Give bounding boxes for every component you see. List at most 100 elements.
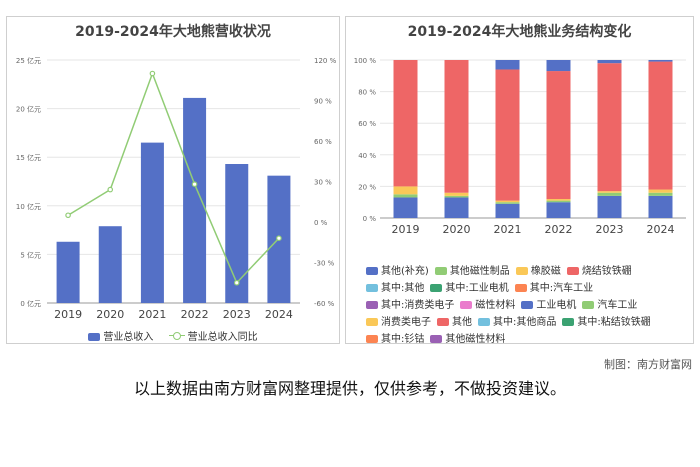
y-tick-label: 0 % — [363, 215, 377, 223]
x-tick-label: 2022 — [545, 223, 573, 236]
legend-item[interactable]: 其他磁性材料 — [430, 333, 505, 347]
stack-segment — [648, 61, 673, 190]
y-right-tick-label: 0 % — [314, 219, 328, 227]
y-right-tick-label: 30 % — [314, 179, 332, 187]
legend-item[interactable]: 其中:工业电机 — [430, 282, 509, 296]
legend-label: 烧结钕铁硼 — [581, 266, 632, 277]
stack-segment — [495, 60, 520, 70]
y-right-tick-label: 120 % — [314, 57, 337, 65]
stack-segment — [546, 60, 571, 72]
y-tick-label: 40 % — [358, 152, 376, 160]
legend-label: 其他(补充) — [381, 266, 429, 277]
y-tick-label: 100 % — [354, 57, 377, 65]
stack-segment — [495, 69, 520, 201]
legend-swatch — [366, 267, 378, 275]
legend-item[interactable]: 其中:粘结钕铁硼 — [562, 316, 651, 330]
legend-label-yoy: 营业总收入同比 — [187, 332, 258, 343]
y-left-tick-label: 0 亿元 — [20, 299, 41, 308]
x-tick-label: 2023 — [223, 308, 251, 321]
y-left-tick-label: 20 亿元 — [16, 105, 41, 114]
legend-label: 其中:粘结钕铁硼 — [577, 317, 651, 328]
legend-swatch — [366, 335, 378, 343]
y-left-tick-label: 5 亿元 — [20, 250, 41, 259]
legend-item[interactable]: 其中:消费类电子 — [366, 299, 454, 313]
y-left-tick-label: 10 亿元 — [16, 202, 41, 211]
disclaimer-text: 以上数据由南方财富网整理提供，仅供参考，不做投资建议。 — [133, 379, 566, 398]
legend-swatch — [366, 301, 378, 309]
structure-legend: 其他(补充) 其他磁性制品 橡胶磁 烧结钕铁硼其中:其他 其中:工业电机 其中:汽车工业其… — [366, 265, 691, 350]
legend-item-yoy[interactable]: 营业总收入同比 — [168, 328, 258, 343]
legend-item[interactable]: 磁性材料 — [460, 299, 515, 313]
legend-label: 其中:钐钴 — [381, 334, 425, 345]
revenue-chart-title: 2019-2024年大地熊营收状况 — [75, 24, 271, 40]
revenue-bar — [98, 226, 122, 303]
y-tick-label: 60 % — [358, 120, 376, 128]
revenue-legend: 营业总收入 营业总收入同比 — [7, 328, 339, 343]
stack-segment — [495, 203, 520, 218]
structure-chart-panel: 2019-2024年大地熊业务结构变化 0 % 20 % 40 % 60 % 80 % 1… — [345, 16, 694, 345]
chart-credit: 制图：南方财富网 — [604, 358, 692, 371]
legend-item[interactable]: 烧结钕铁硼 — [566, 265, 632, 279]
legend-item[interactable]: 橡胶磁 — [515, 265, 561, 279]
legend-label: 消费类电子 — [381, 317, 431, 328]
legend-label: 其他 — [452, 317, 472, 328]
legend-item[interactable]: 其他(补充) — [366, 265, 429, 279]
x-tick-label: 2022 — [181, 308, 209, 321]
legend-item[interactable]: 其中:汽车工业 — [514, 282, 594, 296]
y-left-tick-label: 15 亿元 — [16, 153, 41, 162]
legend-item[interactable]: 其中:其他 — [366, 282, 424, 296]
legend-item[interactable]: 消费类电子 — [366, 316, 431, 330]
legend-item[interactable]: 其中:其他商品 — [478, 316, 556, 330]
legend-swatch-bar — [88, 333, 101, 341]
legend-swatch — [478, 318, 490, 326]
stack-segment — [495, 200, 520, 203]
stack-segment — [444, 197, 469, 218]
stack-segment — [393, 194, 418, 198]
stack-segment — [648, 60, 673, 62]
stack-segment — [546, 71, 571, 200]
x-tick-label: 2024 — [265, 308, 293, 321]
legend-item[interactable]: 工业电机 — [521, 299, 576, 313]
stack-segment — [597, 63, 622, 192]
legend-label: 其中:其他 — [381, 283, 425, 294]
yoy-point — [191, 181, 198, 188]
x-tick-label: 2019 — [54, 308, 82, 321]
legend-item[interactable]: 汽车工业 — [582, 299, 637, 313]
x-tick-label: 2021 — [138, 308, 166, 321]
y-right-tick-label: 60 % — [314, 138, 332, 146]
stack-segment — [648, 189, 673, 193]
structure-chart-title: 2019-2024年大地熊业务结构变化 — [407, 24, 632, 40]
legend-label: 其中:消费类电子 — [381, 300, 455, 311]
x-tick-label: 2021 — [494, 223, 522, 236]
stack-segment — [546, 199, 571, 201]
legend-swatch — [566, 267, 579, 275]
legend-swatch — [460, 301, 473, 309]
revenue-bar — [140, 142, 164, 303]
stack-segment — [444, 60, 469, 193]
legend-item-revenue[interactable]: 营业总收入 — [88, 328, 153, 343]
yoy-point — [107, 186, 114, 193]
legend-label: 工业电机 — [536, 300, 577, 311]
legend-swatch — [562, 318, 575, 326]
yoy-line — [67, 71, 280, 285]
legend-label: 汽车工业 — [597, 300, 638, 311]
yoy-point — [276, 235, 282, 242]
revenue-bar — [56, 241, 80, 303]
legend-item[interactable]: 其他磁性制品 — [434, 265, 510, 279]
legend-swatch — [582, 301, 595, 309]
legend-label: 其中:工业电机 — [445, 283, 509, 294]
stack-segment — [597, 195, 622, 218]
y-tick-label: 20 % — [358, 183, 376, 191]
legend-label: 其中:其他商品 — [493, 317, 557, 328]
legend-item[interactable]: 其中:钐钴 — [366, 333, 424, 347]
stack-segment — [393, 60, 418, 187]
y-right-tick-label: -30 % — [314, 260, 335, 268]
y-tick-label: 80 % — [358, 89, 376, 97]
stack-segment — [648, 195, 673, 218]
legend-label: 其中:汽车工业 — [529, 283, 594, 294]
stack-segment — [495, 202, 520, 204]
legend-swatch — [366, 318, 378, 326]
y-right-tick-label: -60 % — [314, 300, 335, 308]
legend-item[interactable]: 其他 — [437, 316, 472, 330]
x-tick-label: 2019 — [392, 223, 420, 236]
